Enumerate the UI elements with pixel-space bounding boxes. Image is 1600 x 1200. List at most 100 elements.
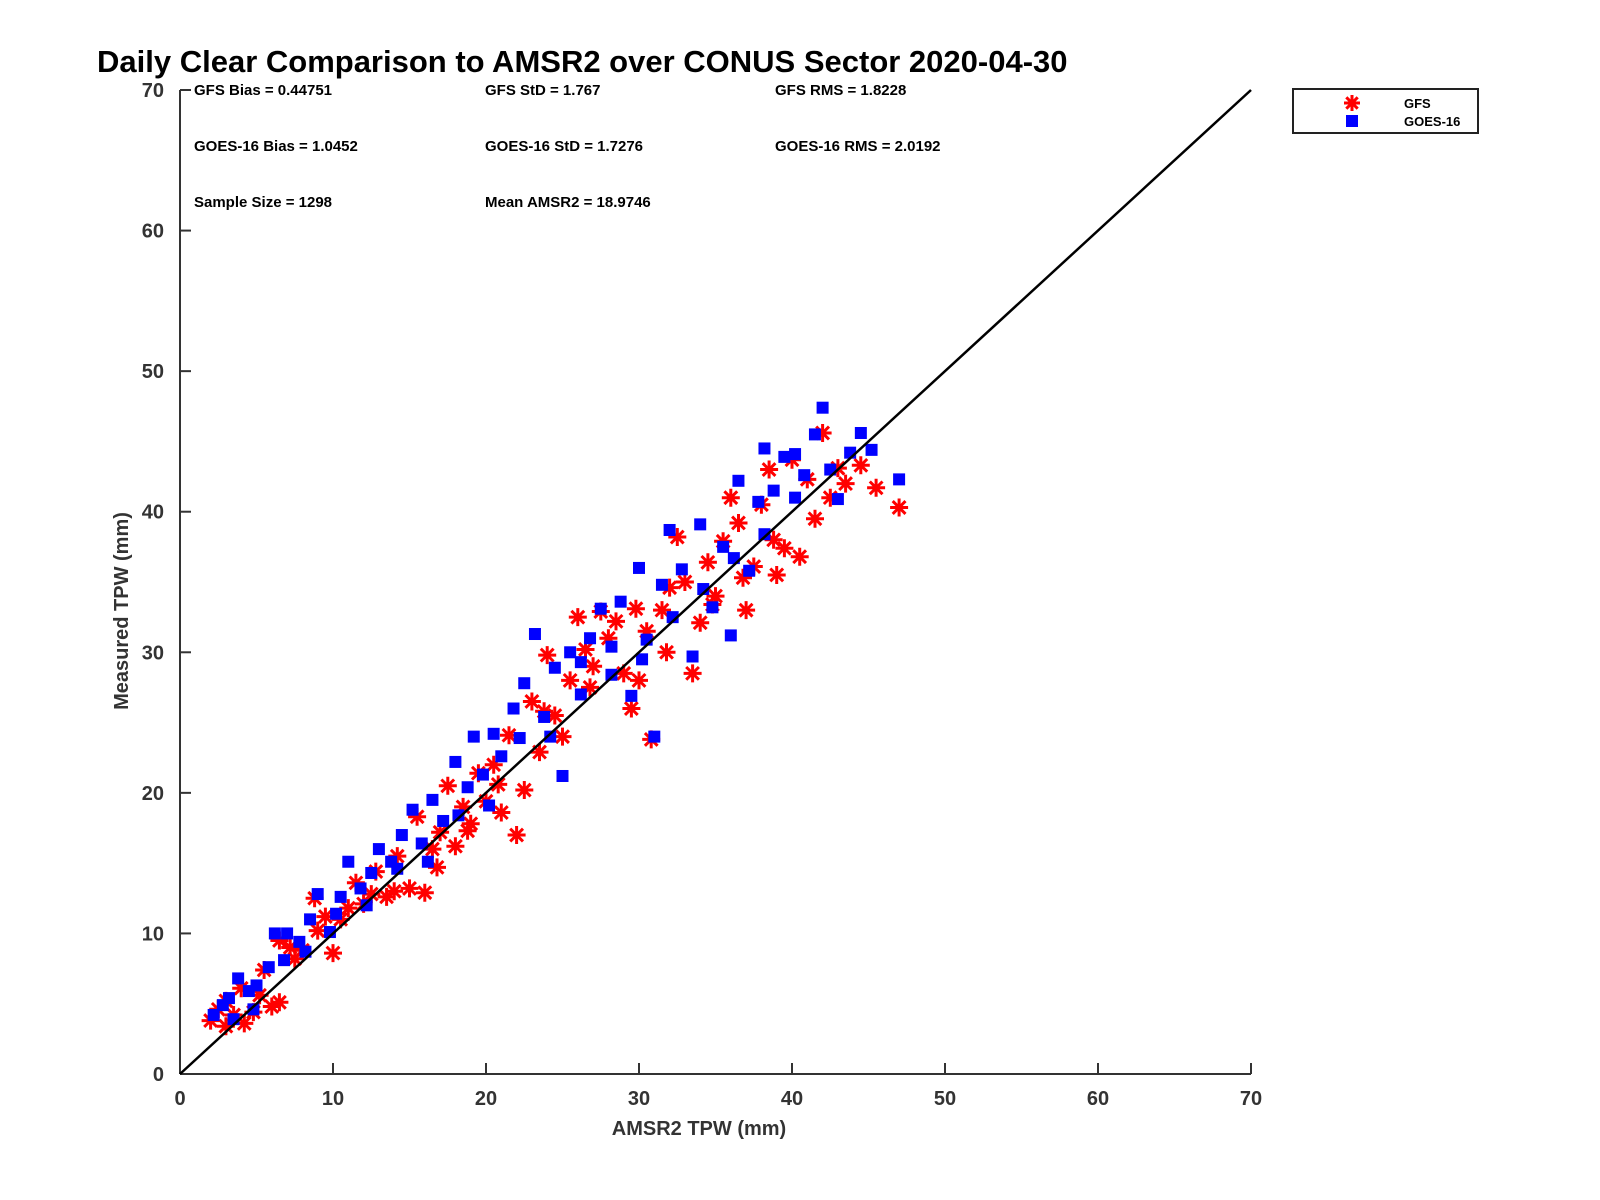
goes-16-point — [304, 913, 317, 926]
goes-16-point — [605, 640, 618, 653]
gfs-point — [568, 608, 587, 627]
gfs-point — [737, 601, 756, 620]
gfs-point — [461, 814, 480, 833]
gfs-point — [698, 553, 717, 572]
goes-16-point — [311, 888, 324, 901]
gfs-point — [614, 664, 633, 683]
goes-16-point — [743, 564, 756, 577]
gfs-point — [607, 612, 625, 631]
goes-16-point — [415, 837, 428, 850]
plot-area: 0 10 20 30 40 50 60 70 0 10 20 30 40 50 60 70 — [142, 80, 1262, 1110]
gfs-point — [530, 743, 549, 762]
gfs-point — [576, 640, 595, 659]
gfs-point — [851, 456, 870, 475]
goes-16-point — [395, 829, 408, 842]
gfs-point — [308, 921, 327, 940]
goes-16-point — [262, 961, 275, 974]
gfs-point — [622, 699, 641, 718]
goes-16-point — [495, 750, 508, 763]
goes-16-point — [625, 689, 638, 702]
gfs-point — [599, 629, 618, 648]
one-to-one-line — [179, 89, 1252, 1075]
gfs-point — [262, 997, 281, 1016]
goes-16-point — [724, 629, 737, 642]
goes-16-point — [507, 702, 520, 715]
goes-16-point — [372, 843, 385, 856]
goes-16-point — [342, 855, 355, 868]
goes-16-point — [250, 979, 263, 992]
goes-16-point — [732, 474, 745, 487]
goes-16-point — [706, 601, 719, 614]
goes-16-point — [222, 992, 235, 1005]
stat-text: GFS Bias = 0.44751 — [194, 82, 332, 99]
gfs-point — [281, 938, 300, 957]
legend-marker-gfs — [1344, 95, 1360, 111]
goes-16-point — [467, 730, 480, 743]
goes-16-point — [281, 927, 294, 940]
gfs-point — [806, 509, 824, 528]
stat-text: GFS StD = 1.767 — [485, 82, 600, 99]
gfs-point — [428, 858, 446, 877]
x-tick-label: 10 — [322, 1088, 344, 1110]
goes-16-point — [518, 677, 531, 690]
gfs-point — [415, 883, 434, 902]
goes-16-point — [614, 595, 627, 608]
goes-16-point — [767, 484, 780, 497]
gfs-point — [675, 573, 694, 591]
gfs-point — [400, 879, 419, 898]
goes-16-point — [449, 755, 462, 768]
y-tick-label: 40 — [142, 502, 164, 524]
gfs-point — [362, 885, 381, 904]
gfs-point — [561, 671, 580, 690]
legend-box — [1292, 88, 1479, 134]
gfs-point — [581, 678, 599, 697]
x-tick-label: 20 — [475, 1088, 497, 1110]
stat-text: Mean AMSR2 = 18.9746 — [485, 194, 651, 211]
goes-16-point — [816, 401, 829, 414]
goes-16-point — [574, 688, 587, 701]
goes-16-point — [556, 769, 569, 782]
gfs-point — [821, 488, 840, 507]
gfs-point — [489, 775, 508, 794]
gfs-point — [653, 601, 671, 620]
goes-16-point — [406, 803, 419, 816]
gfs-point — [836, 474, 855, 493]
goes-16-point — [365, 866, 378, 879]
goes-16-point — [752, 495, 765, 508]
goes-16-point — [663, 523, 676, 536]
y-tick-label: 50 — [142, 361, 164, 383]
stat-text: GFS RMS = 1.8228 — [775, 82, 906, 99]
y-tick-label: 0 — [153, 1064, 164, 1086]
y-tick-label: 30 — [142, 642, 164, 664]
legend-label-goes-16: GOES-16 — [1404, 114, 1460, 129]
gfs-point — [683, 664, 702, 683]
gfs-point — [385, 882, 404, 901]
goes-16-point — [538, 710, 551, 723]
goes-16-point — [574, 656, 587, 669]
goes-16-point — [360, 899, 373, 912]
gfs-point — [630, 671, 648, 690]
goes-16-point — [564, 646, 577, 659]
y-axis-label: Measured TPW (mm) — [111, 512, 133, 710]
gfs-point — [637, 622, 656, 641]
x-tick-label: 70 — [1240, 1088, 1262, 1110]
gfs-point — [431, 823, 450, 842]
goes-16-point — [354, 882, 367, 895]
gfs-point — [232, 979, 251, 998]
gfs-point — [584, 657, 603, 676]
gfs-point — [423, 840, 442, 859]
goes-16-point — [655, 578, 668, 591]
gfs-point — [775, 539, 794, 558]
goes-16-point — [686, 650, 699, 663]
gfs-point — [626, 599, 645, 618]
legend-marker-goes-16 — [1346, 115, 1358, 127]
gfs-point — [446, 837, 465, 856]
stat-text: GOES-16 RMS = 2.0192 — [775, 138, 941, 155]
goes-16-point — [831, 493, 844, 506]
goes-16-point — [268, 927, 281, 940]
gfs-point — [250, 986, 269, 1005]
goes-16-point — [633, 561, 645, 574]
goes-16-point — [483, 799, 496, 812]
goes-16-point — [513, 732, 526, 745]
gfs-point — [764, 530, 783, 549]
